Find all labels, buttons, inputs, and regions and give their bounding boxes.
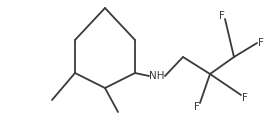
Text: F: F [194,102,200,112]
Text: F: F [258,38,264,48]
Text: NH: NH [149,71,165,81]
Text: F: F [219,11,225,21]
Text: F: F [242,93,248,103]
